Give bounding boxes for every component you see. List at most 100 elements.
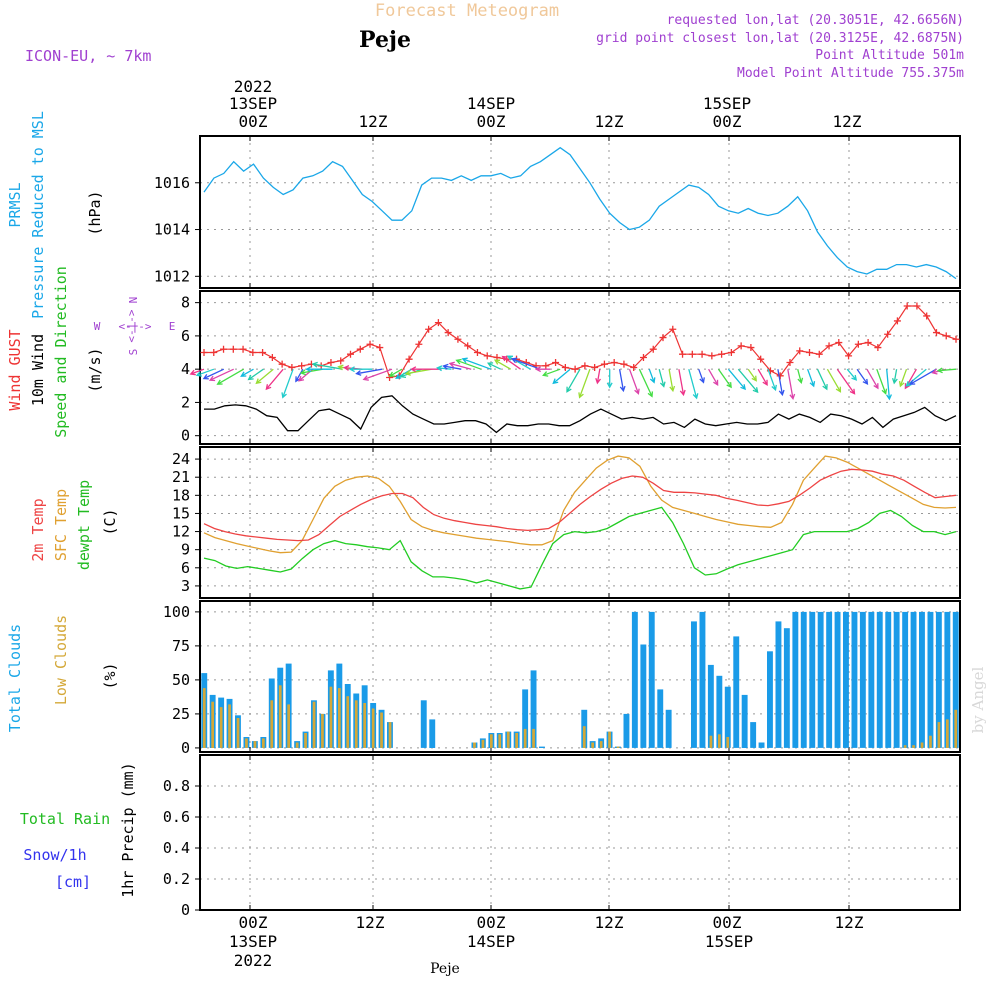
low-cloud-bar (312, 701, 316, 748)
precip-label-axis: 1hr Precip (mm) (119, 762, 137, 897)
gust-point (835, 339, 843, 347)
total-cloud-bar (919, 611, 925, 748)
gust-point (337, 357, 345, 365)
low-cloud-bar (616, 746, 620, 748)
total-cloud-bar (893, 611, 900, 748)
temp-label-unit: (C) (101, 508, 119, 535)
gust-point (854, 340, 862, 348)
total-cloud-bar (657, 689, 664, 748)
wind-direction-arrow (442, 363, 462, 370)
low-cloud-bar (321, 713, 324, 748)
total-cloud-bar (539, 746, 545, 748)
y-tick-label: 3 (181, 577, 190, 595)
gust-point (434, 319, 442, 327)
y-tick-label: 0.6 (163, 808, 190, 826)
low-cloud-bar (506, 731, 510, 748)
gust-point (942, 332, 950, 340)
wind-direction-arrow (905, 368, 927, 387)
wind-direction-arrow (189, 368, 205, 376)
compass-vertical-arrow: <-|-> (125, 309, 138, 342)
top-hour-label: 12Z (595, 112, 624, 131)
dewpt-temp-line (203, 506, 957, 590)
top-date-13sep: 13SEP (229, 94, 277, 113)
wind-direction-arrow (717, 368, 732, 389)
low-cloud-bar (304, 733, 307, 748)
y-tick-label: 0 (181, 901, 190, 919)
bottom-year: 2022 (234, 951, 273, 970)
clouds-label-total: Total Clouds (6, 624, 24, 732)
gust-point (874, 344, 882, 352)
total-cloud-bar (927, 611, 934, 748)
bottom-hour-label: 12Z (835, 913, 864, 932)
low-cloud-bar (591, 742, 594, 748)
requested-coords: requested lon,lat (20.3051E, 42.6656N) (667, 13, 964, 28)
gust-point (630, 364, 638, 371)
wind-direction-arrow (856, 368, 869, 386)
low-cloud-bar (253, 741, 257, 748)
low-cloud-bar (920, 742, 924, 748)
wind-direction-arrow (698, 368, 705, 384)
wind-direction-arrow (534, 366, 551, 373)
wind-direction-arrow (658, 369, 666, 388)
total-cloud-bar (699, 611, 706, 748)
y-tick-label: 0.8 (163, 777, 190, 795)
wind-direction-arrow (909, 368, 937, 385)
total-cloud-bar (859, 611, 866, 748)
total-cloud-bar (826, 611, 833, 748)
top-hour-label: 12Z (359, 112, 388, 131)
total-cloud-bar (952, 611, 959, 748)
low-cloud-bar (599, 741, 603, 748)
panel-frame (199, 135, 961, 289)
gust-point (346, 350, 354, 358)
gust-point (249, 349, 257, 357)
total-cloud-bar (716, 675, 723, 748)
pressure-label-prmsl: PRMSL (6, 182, 24, 227)
y-tick-label: 18 (172, 486, 190, 504)
gust-point (327, 359, 335, 367)
wind-direction-arrow (578, 368, 591, 399)
gust-point (747, 344, 755, 352)
total-cloud-bar (885, 611, 892, 748)
low-cloud-bar (338, 688, 341, 748)
temp-2m-line (203, 468, 957, 542)
wind-direction-arrow (208, 368, 234, 382)
wind-direction-arrow (708, 368, 719, 386)
gust-point (220, 345, 228, 353)
low-cloud-bar (582, 726, 586, 748)
total-cloud-bar (648, 611, 655, 748)
low-cloud-bar (228, 704, 231, 748)
low-cloud-bar (236, 718, 240, 748)
low-cloud-bar (912, 745, 915, 748)
low-cloud-bar (532, 728, 535, 748)
gust-point (259, 349, 267, 357)
wind-direction-arrow (542, 368, 561, 377)
gust-point (473, 349, 481, 357)
wind-direction-arrow (510, 357, 541, 370)
wind-direction-arrow (436, 365, 452, 372)
wind-direction-arrow (678, 369, 686, 397)
low-cloud-bar (946, 719, 949, 748)
gust-point (386, 373, 394, 381)
gust-point (298, 362, 306, 370)
wind-direction-arrow (797, 369, 804, 385)
gust-point (571, 365, 579, 373)
total-cloud-bar (522, 689, 529, 748)
y-tick-label: 0.4 (163, 839, 190, 857)
gust-point (727, 349, 735, 357)
total-cloud-bar (750, 722, 757, 748)
panel-frame (199, 290, 961, 445)
wind-direction-arrow (806, 368, 816, 388)
low-cloud-bar (929, 735, 932, 748)
clouds-label-low: Low Clouds (52, 615, 70, 705)
wind-direction-arrow (461, 357, 492, 370)
low-cloud-bar (346, 696, 350, 748)
gust-point (952, 335, 960, 343)
y-tick-label: 0 (181, 739, 190, 757)
temp-label-dewpt: dewpt Temp (75, 480, 93, 570)
low-cloud-bar (481, 739, 485, 748)
wind-direction-arrow (311, 361, 343, 370)
temp-label-sfc: SFC Temp (52, 489, 70, 561)
gust-point (815, 350, 823, 358)
gust-point (698, 350, 706, 358)
